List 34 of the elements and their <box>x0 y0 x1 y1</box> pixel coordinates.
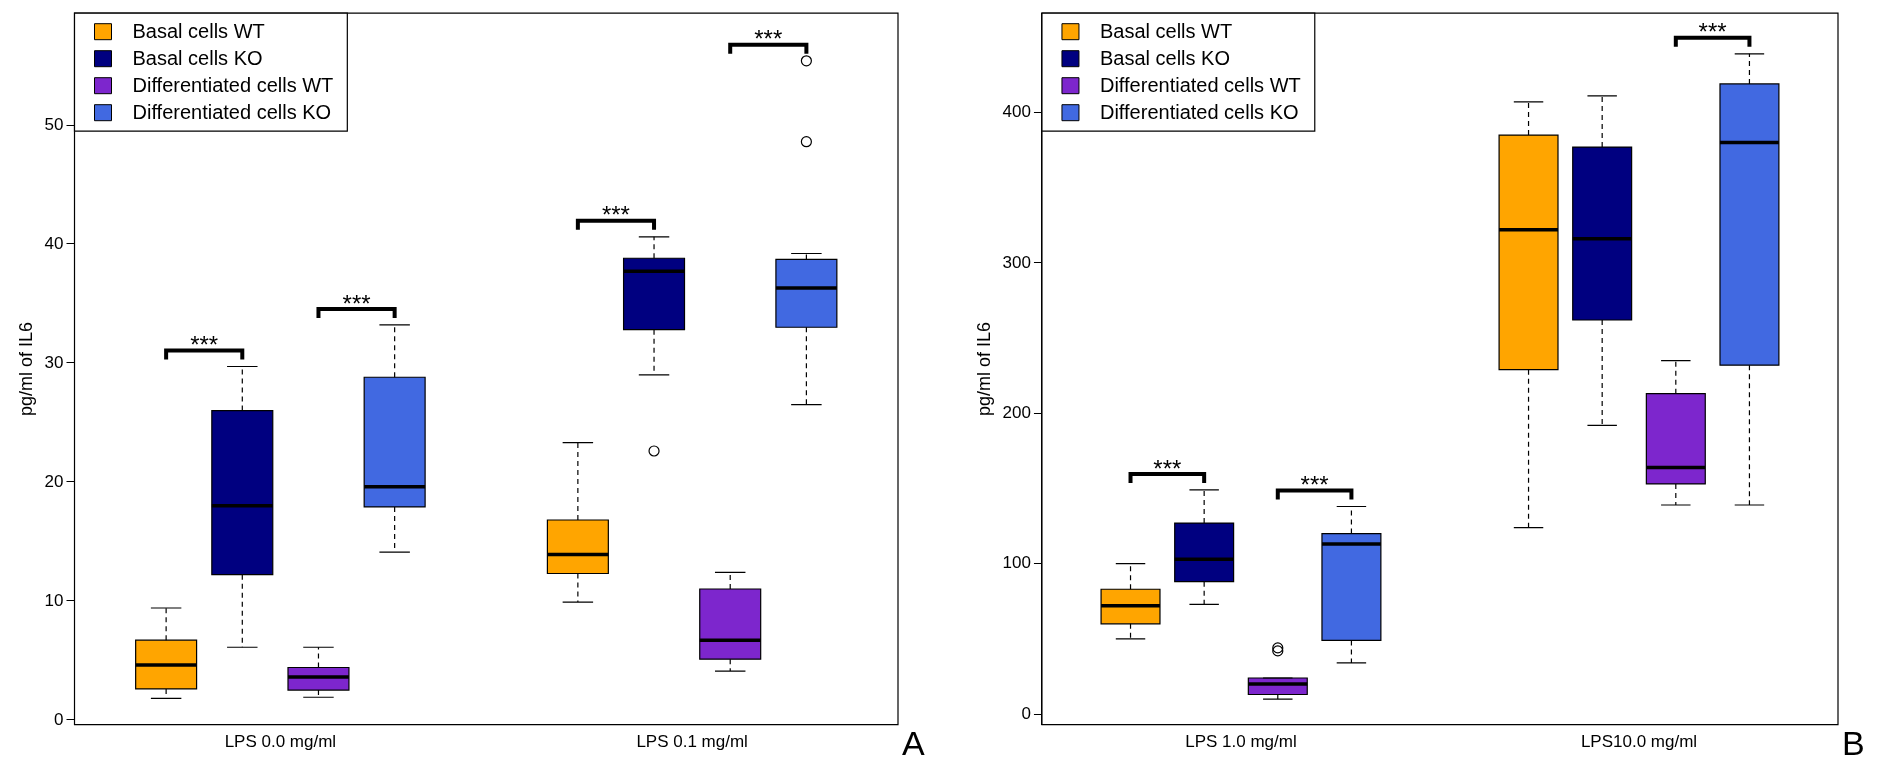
text: A <box>902 724 925 763</box>
legend-label: Differentiated cells KO <box>1099 101 1299 124</box>
annotation: *** <box>754 25 783 53</box>
x-tick-label: LPS 0.0 mg/ml <box>224 732 337 752</box>
y-tick-label: 400 <box>1002 102 1031 122</box>
annotation: *** <box>342 289 371 317</box>
legend-label: Basal cells WT <box>132 20 265 43</box>
y-tick-label: 20 <box>44 471 64 491</box>
y-tick-label: 0 <box>1021 703 1031 723</box>
annotation: *** <box>601 201 630 229</box>
y-tick-label: 30 <box>44 352 64 372</box>
y-axis-title: pg/ml of IL6 <box>15 321 36 416</box>
y-tick-label: 50 <box>44 114 64 134</box>
legend-label: Basal cells KO <box>132 47 263 70</box>
y-axis-title: pg/ml of IL6 <box>973 321 994 416</box>
legend-label: Basal cells KO <box>1099 47 1231 70</box>
text: B <box>1842 724 1865 763</box>
y-tick-label: 100 <box>1002 553 1031 573</box>
annotation: *** <box>1153 454 1182 482</box>
y-tick-label: 0 <box>54 709 64 729</box>
x-tick-label: LPS 1.0 mg/ml <box>1185 732 1297 752</box>
y-tick-label: 40 <box>44 233 64 253</box>
y-tick-label: 10 <box>44 590 64 610</box>
legend-label: Differentiated cells KO <box>132 101 332 124</box>
annotation: *** <box>190 331 219 359</box>
y-tick-label: 300 <box>1002 252 1031 272</box>
y-tick-label: 200 <box>1002 402 1031 422</box>
legend-label: Basal cells WT <box>1099 20 1233 43</box>
legend-label: Differentiated cells WT <box>132 74 334 97</box>
annotation: *** <box>1300 471 1329 499</box>
x-tick-label: LPS 0.1 mg/ml <box>636 732 748 752</box>
annotation: *** <box>1698 18 1727 46</box>
x-tick-label: LPS10.0 mg/ml <box>1580 732 1698 752</box>
legend-label: Differentiated cells WT <box>1099 74 1301 97</box>
